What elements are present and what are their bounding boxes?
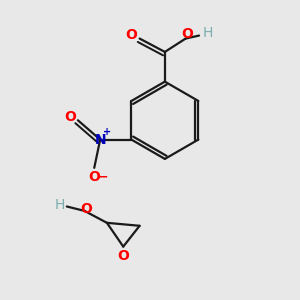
Text: O: O (80, 202, 92, 216)
Text: −: − (98, 170, 108, 183)
Text: O: O (125, 28, 137, 42)
Text: H: H (55, 198, 65, 212)
Text: N: N (94, 133, 106, 147)
Text: +: + (103, 127, 111, 137)
Text: O: O (181, 27, 193, 41)
Text: O: O (64, 110, 76, 124)
Text: O: O (88, 170, 100, 184)
Text: H: H (202, 26, 213, 40)
Text: O: O (117, 248, 129, 262)
